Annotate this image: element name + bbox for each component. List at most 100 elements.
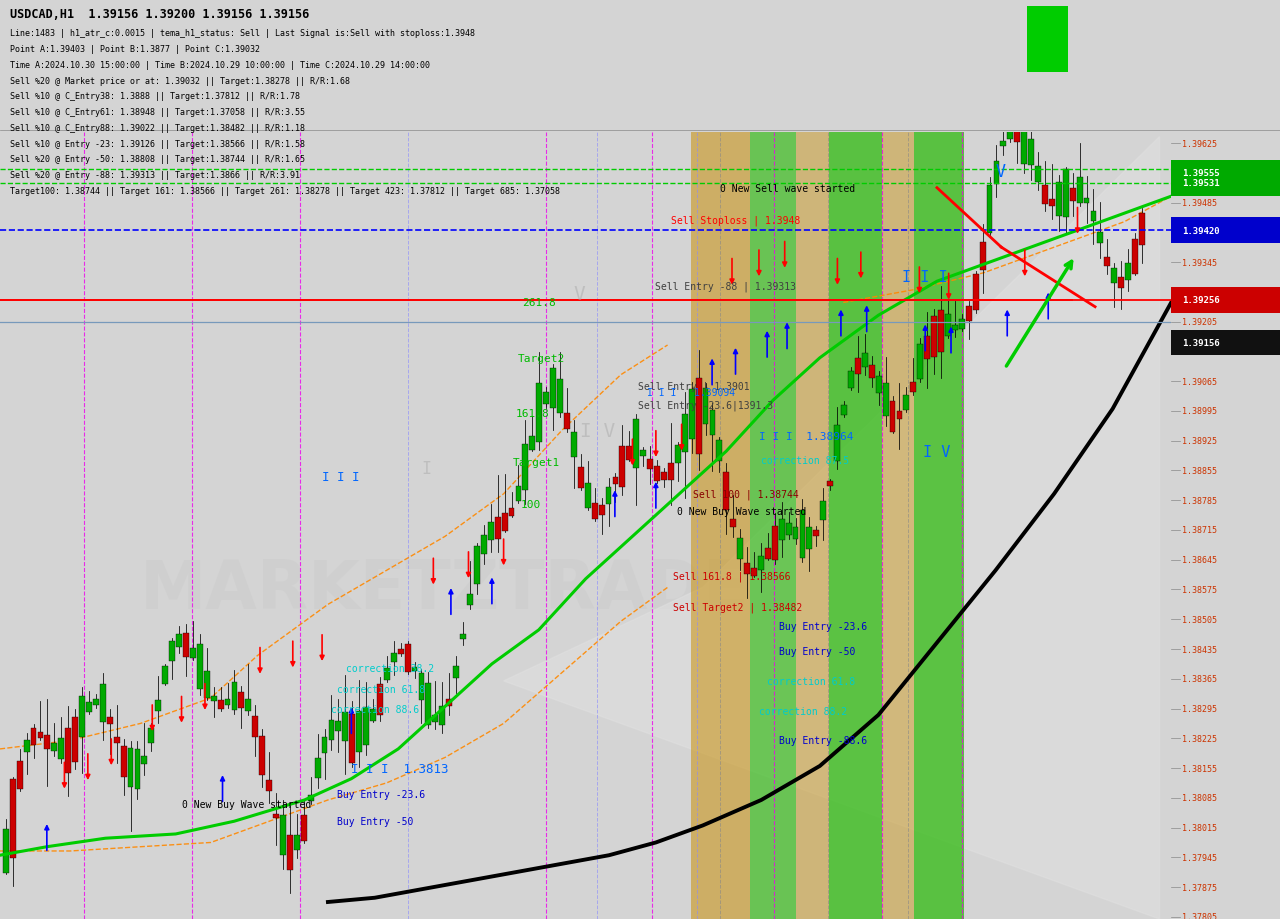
Bar [765,549,771,560]
Bar [232,683,237,710]
Bar [1171,288,1280,313]
Bar [883,383,888,416]
Text: 1.38295: 1.38295 [1183,704,1217,713]
Bar [820,502,826,521]
Bar [315,758,320,778]
Bar [93,699,99,705]
Bar [543,392,549,404]
Bar [142,755,147,765]
Text: Sell Entry | 1.3901: Sell Entry | 1.3901 [639,380,750,391]
Bar [1021,95,1027,165]
Bar [260,736,265,776]
Text: 1.38645: 1.38645 [1183,556,1217,564]
Bar [849,372,854,389]
Bar [668,463,673,481]
Bar [703,388,708,425]
Bar [792,528,799,539]
Text: 1.38505: 1.38505 [1183,615,1217,624]
Bar [488,522,494,540]
Bar [585,483,590,509]
Polygon shape [503,138,1160,919]
Bar [106,718,113,724]
Bar [689,390,695,439]
Text: Sell %20 @ Entry -88: 1.39313 || Target:1.3866 || R/R:3.91: Sell %20 @ Entry -88: 1.39313 || Target:… [10,171,301,180]
Bar [439,707,445,726]
Bar [564,414,570,429]
Bar [1171,171,1280,197]
Text: I V: I V [923,444,950,460]
Text: 1.38435: 1.38435 [1183,645,1217,653]
Bar [86,702,92,712]
Bar [695,378,701,454]
Bar [390,653,397,663]
Text: 1.39420: 1.39420 [1183,226,1220,235]
Text: Sell %10 @ Entry -23: 1.39126 || Target:1.38566 || R/R:1.58: Sell %10 @ Entry -23: 1.39126 || Target:… [10,140,305,148]
Bar [1076,178,1083,204]
Bar [65,729,72,773]
Bar [861,353,868,368]
Text: 1.39555: 1.39555 [1183,169,1220,178]
Bar [571,433,577,458]
Bar [1062,170,1069,218]
Bar [557,380,563,414]
Text: 1.39275: 1.39275 [1183,288,1217,297]
Text: 1.39256: 1.39256 [1183,296,1220,305]
Bar [626,447,632,460]
Bar [364,708,369,745]
Bar [120,746,127,777]
Bar [474,546,480,584]
Bar [731,520,736,528]
Bar [1119,278,1124,289]
Bar [987,186,992,233]
Bar [973,274,979,311]
Bar [447,699,452,706]
Text: 1.39156: 1.39156 [1183,338,1220,347]
Bar [467,594,472,606]
Bar [321,738,328,753]
Bar [495,517,500,539]
Bar [758,557,764,571]
Bar [425,684,431,725]
Bar [835,425,840,461]
Text: I: I [421,460,431,478]
Bar [433,715,438,722]
Text: 261.8: 261.8 [522,298,556,308]
Bar [599,505,604,516]
Text: Buy Entry -50: Buy Entry -50 [338,816,413,826]
Bar [1036,167,1041,183]
Bar [813,530,819,537]
Bar [910,382,916,392]
Bar [481,536,486,554]
Bar [675,446,681,463]
Text: I I I: I I I [323,471,360,483]
Bar [1091,211,1097,222]
Text: Buy Entry -23.6: Buy Entry -23.6 [338,789,425,799]
Bar [342,712,348,741]
Bar [189,648,196,659]
Bar [605,487,612,505]
Text: 1.39065: 1.39065 [1183,377,1217,386]
Bar [280,815,285,856]
Bar [252,716,259,737]
Bar [717,441,722,461]
Bar [134,749,141,789]
Text: Buy Entry -23.6: Buy Entry -23.6 [778,621,867,631]
Text: I I I: I I I [902,270,947,285]
Bar [508,508,515,516]
Bar [412,667,417,672]
Bar [1171,330,1280,356]
Text: correction 61.8: correction 61.8 [338,685,425,695]
Bar [1014,114,1020,143]
Text: 1.37805: 1.37805 [1183,913,1217,919]
Text: Target100: 1.38744 || Target 161: 1.38566 || Target 261: 1.38278 || Target 423: : Target100: 1.38744 || Target 161: 1.3856… [10,187,561,196]
Text: 1.39555: 1.39555 [1183,169,1217,178]
Bar [648,460,653,470]
Bar [855,358,861,375]
Bar [931,316,937,358]
Bar [224,699,230,705]
Bar [246,699,251,711]
Bar [128,748,133,788]
Bar [356,711,362,752]
Text: Sell Target2 | 1.38482: Sell Target2 | 1.38482 [673,602,803,612]
Bar [577,468,584,489]
